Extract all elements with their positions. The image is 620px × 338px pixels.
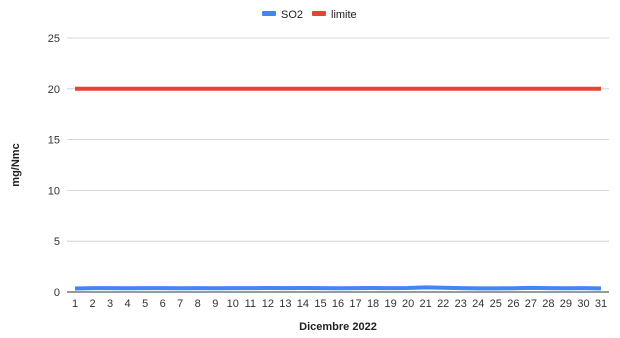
x-tick-label: 9	[212, 298, 218, 310]
x-tick-label: 19	[384, 298, 396, 310]
x-tick-label: 29	[560, 298, 572, 310]
y-tick-label: 20	[48, 84, 60, 96]
legend-label-limite: limite	[331, 9, 357, 21]
x-tick-label: 5	[142, 298, 148, 310]
series-line-so2	[74, 285, 602, 291]
legend-swatch-so2	[262, 11, 276, 16]
x-tick-label: 24	[472, 298, 484, 310]
y-axis-ticks: 0 5 10 15 20 25	[48, 33, 60, 299]
x-tick-label: 3	[107, 298, 113, 310]
x-tick-label: 14	[297, 298, 309, 310]
x-tick-label: 1	[72, 298, 78, 310]
y-tick-label: 15	[48, 135, 60, 147]
x-tick-label: 31	[595, 298, 607, 310]
x-tick-label: 27	[525, 298, 537, 310]
x-tick-label: 21	[420, 298, 432, 310]
legend-swatch-limite	[312, 11, 326, 16]
y-axis-title: mg/Nmc	[10, 143, 22, 186]
x-tick-label: 20	[402, 298, 414, 310]
x-tick-label: 30	[577, 298, 589, 310]
x-tick-label: 28	[542, 298, 554, 310]
x-tick-label: 17	[349, 298, 361, 310]
x-tick-label: 2	[89, 298, 95, 310]
x-tick-label: 10	[227, 298, 239, 310]
x-tick-label: 4	[125, 298, 131, 310]
gridlines	[67, 37, 609, 293]
series-lines	[74, 86, 602, 291]
x-tick-label: 15	[314, 298, 326, 310]
x-tick-label: 16	[332, 298, 344, 310]
x-tick-label: 25	[490, 298, 502, 310]
x-tick-label: 22	[437, 298, 449, 310]
x-tick-label: 6	[160, 298, 166, 310]
x-axis-ticks: 1 2 3 4 5 6 7 8 9 10 11 12 13 14 15 16 17 18 19 20 21 22 23 24 2…	[72, 298, 607, 310]
y-tick-label: 25	[48, 33, 60, 45]
x-tick-label: 7	[177, 298, 183, 310]
legend-label-so2: SO2	[281, 9, 303, 21]
y-tick-label: 10	[48, 185, 60, 197]
x-tick-label: 8	[195, 298, 201, 310]
x-axis-title: Dicembre 2022	[299, 321, 377, 333]
x-tick-label: 12	[262, 298, 274, 310]
x-tick-label: 23	[455, 298, 467, 310]
x-tick-label: 26	[507, 298, 519, 310]
x-tick-label: 18	[367, 298, 379, 310]
x-tick-label: 11	[245, 298, 256, 310]
y-tick-label: 0	[54, 287, 60, 299]
x-tick-label: 13	[279, 298, 291, 310]
y-tick-label: 5	[54, 236, 60, 248]
legend: SO2 limite	[262, 9, 357, 21]
